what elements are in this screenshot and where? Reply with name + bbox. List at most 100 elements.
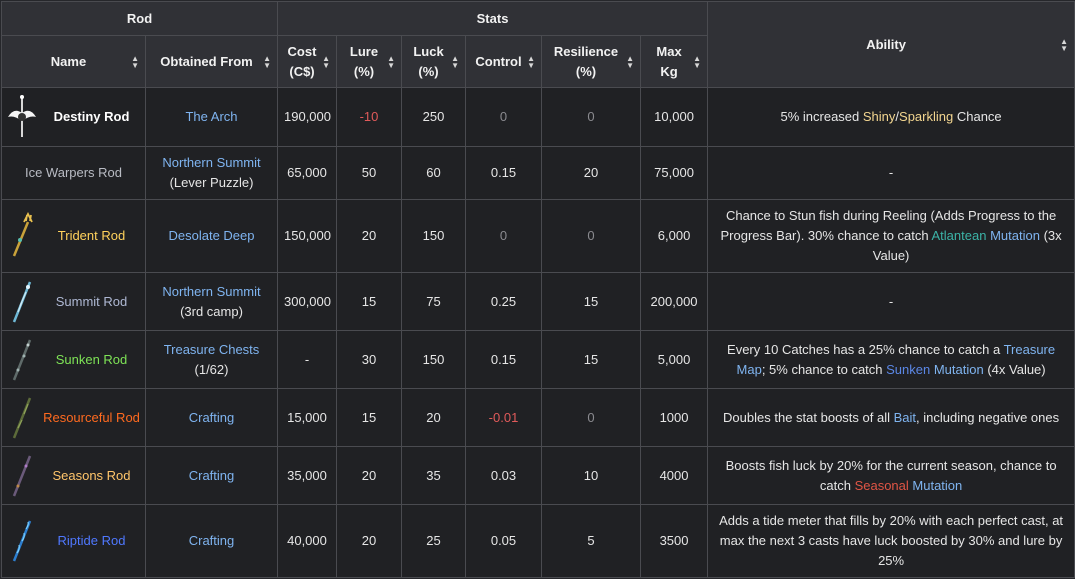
col-header-resilience-label: Resilience <box>553 43 619 59</box>
ability-cell: Boosts fish luck by 20% for the current … <box>707 446 1075 505</box>
ability-text: (3x Value) <box>872 228 1062 263</box>
control-cell: 0.05 <box>465 504 542 578</box>
sort-icon[interactable]: ▲ ▼ <box>1060 36 1069 53</box>
col-header-name[interactable]: Name ▲ ▼ <box>1 35 146 88</box>
sort-icon[interactable]: ▲ ▼ <box>131 53 139 70</box>
col-header-maxkg[interactable]: Max Kg ▲ ▼ <box>639 35 709 88</box>
col-header-lure-label: Lure <box>349 43 379 59</box>
rod-name[interactable]: Riptide Rod <box>57 533 126 548</box>
ability-link-seasonal[interactable]: Seasonal <box>854 477 909 493</box>
ability-link-bait[interactable]: Bait <box>893 409 916 425</box>
maxkg-cell: 5,000 <box>639 330 709 389</box>
col-header-resilience[interactable]: Resilience (%) ▲ ▼ <box>541 35 641 88</box>
luck-cell: 20 <box>401 388 466 447</box>
ability-link-sparkling[interactable]: Sparkling <box>899 109 954 124</box>
col-header-maxkg-unit: Kg <box>660 63 678 79</box>
group-header-rod: Rod <box>1 1 278 36</box>
ability-cell: - <box>707 272 1075 331</box>
source-cell[interactable]: Crafting <box>145 446 278 505</box>
col-header-maxkg-label: Max <box>656 43 682 59</box>
luck-cell: 150 <box>401 199 466 273</box>
ability-link-shiny[interactable]: Shiny <box>862 109 896 124</box>
col-header-lure-unit: (%) <box>353 63 375 79</box>
rod-name[interactable]: Sunken Rod <box>55 351 128 367</box>
col-header-cost[interactable]: Cost (C$) ▲ ▼ <box>277 35 337 88</box>
lure-cell: 50 <box>336 146 402 200</box>
source-link[interactable]: Northern Summit <box>162 283 261 299</box>
ability-link-mutation[interactable]: Mutation <box>912 477 963 493</box>
ability-text: Doubles the stat boosts of all <box>723 409 894 425</box>
source-note: (1/62) <box>194 361 229 377</box>
cost-cell: 150,000 <box>277 199 337 273</box>
ability-text: / <box>895 109 900 124</box>
control-cell: 0.15 <box>465 146 542 200</box>
sort-icon[interactable]: ▲ ▼ <box>387 53 395 70</box>
source-link[interactable]: Desolate Deep <box>168 228 255 243</box>
maxkg-cell: 10,000 <box>639 87 709 147</box>
ability-cell: 5% increased Shiny/Sparkling Chance <box>707 87 1075 147</box>
ability-link-mutation[interactable]: Mutation <box>990 228 1040 243</box>
resilience-cell: 15 <box>541 330 641 389</box>
rod-name[interactable]: Resourceful Rod <box>43 409 140 425</box>
col-header-luck[interactable]: Luck (%) ▲ ▼ <box>401 35 466 88</box>
source-cell: Treasure Chests (1/62) <box>145 330 278 389</box>
source-link[interactable]: Crafting <box>188 409 235 425</box>
source-note: (Lever Puzzle) <box>169 175 254 190</box>
col-header-ability[interactable]: Ability ▲ ▼ <box>707 1 1075 88</box>
luck-cell: 60 <box>401 146 466 200</box>
sort-icon[interactable]: ▲ ▼ <box>322 53 330 70</box>
resilience-cell: 0 <box>541 87 641 147</box>
destiny-rod-icon <box>8 95 36 137</box>
sort-icon[interactable]: ▲ ▼ <box>693 53 702 70</box>
ability-link-atlantean[interactable]: Atlantean <box>931 228 987 243</box>
source-cell[interactable]: Desolate Deep <box>145 199 278 273</box>
luck-cell: 250 <box>401 87 466 147</box>
control-cell: -0.01 <box>465 388 542 447</box>
source-link[interactable]: Northern Summit <box>162 155 261 170</box>
col-header-lure[interactable]: Lure (%) ▲ ▼ <box>336 35 402 88</box>
source-link[interactable]: The Arch <box>185 109 238 124</box>
sort-icon[interactable]: ▲ ▼ <box>527 53 535 70</box>
ability-text: Every 10 Catches has a 25% chance to cat… <box>727 341 1004 357</box>
ability-link-sunken[interactable]: Sunken <box>886 361 931 377</box>
rod-name[interactable]: Summit Rod <box>55 293 128 309</box>
rod-name[interactable]: Ice Warpers Rod <box>24 165 123 180</box>
source-link[interactable]: Treasure Chests <box>163 341 260 357</box>
cost-cell: 40,000 <box>277 504 337 578</box>
ability-link-treasure-map[interactable]: Treasure Map <box>736 341 1056 377</box>
sort-icon[interactable]: ▲ ▼ <box>451 53 459 70</box>
table-row: Riptide Rod Crafting 40,000 20 25 0.05 5… <box>1 504 1075 578</box>
ability-text: 5% increased <box>780 109 863 124</box>
source-cell: Northern Summit (3rd camp) <box>145 272 278 331</box>
group-header-stats: Stats <box>276 1 709 36</box>
sort-icon[interactable]: ▲ ▼ <box>263 53 271 70</box>
source-link[interactable]: Crafting <box>188 533 235 548</box>
luck-cell: 75 <box>401 272 466 331</box>
source-cell[interactable]: The Arch <box>145 87 278 147</box>
source-cell[interactable]: Crafting <box>145 504 278 578</box>
col-header-control[interactable]: Control ▲ ▼ <box>465 35 542 88</box>
col-header-obtained[interactable]: Obtained From ▲ ▼ <box>145 35 278 88</box>
ability-text: Chance to Stun fish during Reeling (Adds… <box>720 208 1057 243</box>
maxkg-cell: 200,000 <box>639 272 709 331</box>
ability-cell: Chance to Stun fish during Reeling (Adds… <box>707 199 1075 273</box>
rod-name[interactable]: Seasons Rod <box>52 467 131 483</box>
table-row: Resourceful Rod Crafting 15,000 15 20 -0… <box>1 388 1075 447</box>
ability-cell: Every 10 Catches has a 25% chance to cat… <box>707 330 1075 389</box>
control-cell: 0.25 <box>465 272 542 331</box>
cost-cell: 15,000 <box>277 388 337 447</box>
source-cell[interactable]: Crafting <box>145 388 278 447</box>
luck-cell: 25 <box>401 504 466 578</box>
ability-text: , including negative ones <box>916 409 1060 425</box>
resilience-cell: 5 <box>541 504 641 578</box>
source-link[interactable]: Crafting <box>188 467 235 483</box>
summit-rod-icon <box>12 281 32 322</box>
cost-cell: 35,000 <box>277 446 337 505</box>
rod-name[interactable]: Trident Rod <box>57 228 126 243</box>
sort-icon[interactable]: ▲ ▼ <box>626 53 634 70</box>
ability-link-mutation[interactable]: Mutation <box>933 361 984 377</box>
col-header-luck-label: Luck <box>413 43 444 59</box>
control-cell: 0 <box>465 199 542 273</box>
rod-name[interactable]: Destiny Rod <box>53 109 130 124</box>
